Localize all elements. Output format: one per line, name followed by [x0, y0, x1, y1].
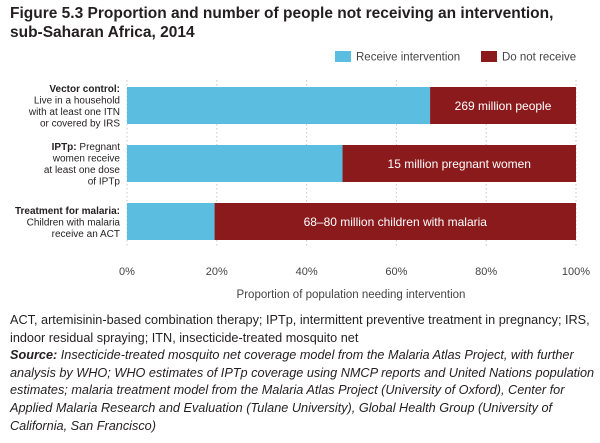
- category-label-line: at least one dose: [44, 165, 121, 176]
- legend-swatch: [481, 51, 497, 62]
- figure-title: Figure 5.3 Proportion and number of peop…: [10, 4, 595, 42]
- bars: 269 million people 15 million pregnant wo…: [127, 87, 576, 240]
- figure-title-line-2: sub-Saharan Africa, 2014: [10, 24, 195, 41]
- category-label-heading: Treatment for malaria:: [15, 206, 120, 217]
- legend: Receive intervention Do not receive: [335, 51, 576, 64]
- x-tick-label: 20%: [206, 266, 228, 278]
- category-label-line: Children with malaria: [27, 217, 121, 228]
- x-axis-label: Proportion of population needing interve…: [237, 289, 466, 301]
- source-label: Source:: [10, 348, 58, 363]
- legend-label: Receive intervention: [356, 52, 460, 64]
- category-label-heading: Vector control:: [49, 84, 120, 95]
- legend-label: Do not receive: [502, 52, 576, 64]
- legend-swatch: [335, 51, 351, 62]
- bar-receive-segment: [127, 203, 215, 240]
- bar-value-label: 269 million people: [455, 99, 552, 113]
- category-label-line: or covered by IRS: [40, 119, 120, 130]
- category-label-line: with at least one ITN: [28, 107, 120, 118]
- x-tick-label: 0%: [119, 266, 135, 278]
- category-label-line: of IPTp: [88, 177, 121, 188]
- x-tick-label: 60%: [385, 266, 407, 278]
- category-label-bold: IPTp:: [52, 142, 77, 153]
- bar-not-receive-segment: [430, 87, 576, 124]
- category-label-line: receive an ACT: [52, 229, 120, 240]
- x-tick-label: 40%: [296, 266, 318, 278]
- category-label-heading: IPTp: Pregnant: [52, 142, 121, 153]
- bar-value-label: 15 million pregnant women: [388, 157, 531, 171]
- figure-notes: ACT, artemisinin-based combination thera…: [10, 312, 595, 435]
- x-axis-ticks: 0% 20% 40% 60% 80% 100%: [119, 266, 590, 278]
- source-note: Source: Insecticide-treated mosquito net…: [10, 347, 595, 435]
- bar-value-label: 68–80 million children with malaria: [304, 215, 488, 229]
- legend-item-not-receive: Do not receive: [481, 51, 576, 64]
- category-label-line: women receive: [52, 154, 121, 165]
- legend-item-receive: Receive intervention: [335, 51, 460, 64]
- category-label-bold: Treatment for malaria:: [15, 206, 120, 217]
- category-label-bold: Vector control:: [49, 84, 120, 95]
- bar-receive-segment: [127, 87, 431, 124]
- stacked-bar-chart: 269 million people 15 million pregnant wo…: [15, 51, 590, 301]
- bar-not-receive-segment: [214, 203, 576, 240]
- figure-title-line-1: Figure 5.3 Proportion and number of peop…: [10, 5, 554, 22]
- bar-receive-segment: [127, 145, 343, 182]
- bar-not-receive-segment: [342, 145, 576, 182]
- abbreviations-note: ACT, artemisinin-based combination thera…: [10, 313, 590, 345]
- x-tick-label: 100%: [562, 266, 590, 278]
- category-label-line: Live in a household: [34, 96, 120, 107]
- x-tick-label: 80%: [475, 266, 497, 278]
- category-label-suffix: Pregnant: [77, 142, 121, 153]
- source-text: Insecticide-treated mosquito net coverag…: [10, 348, 595, 433]
